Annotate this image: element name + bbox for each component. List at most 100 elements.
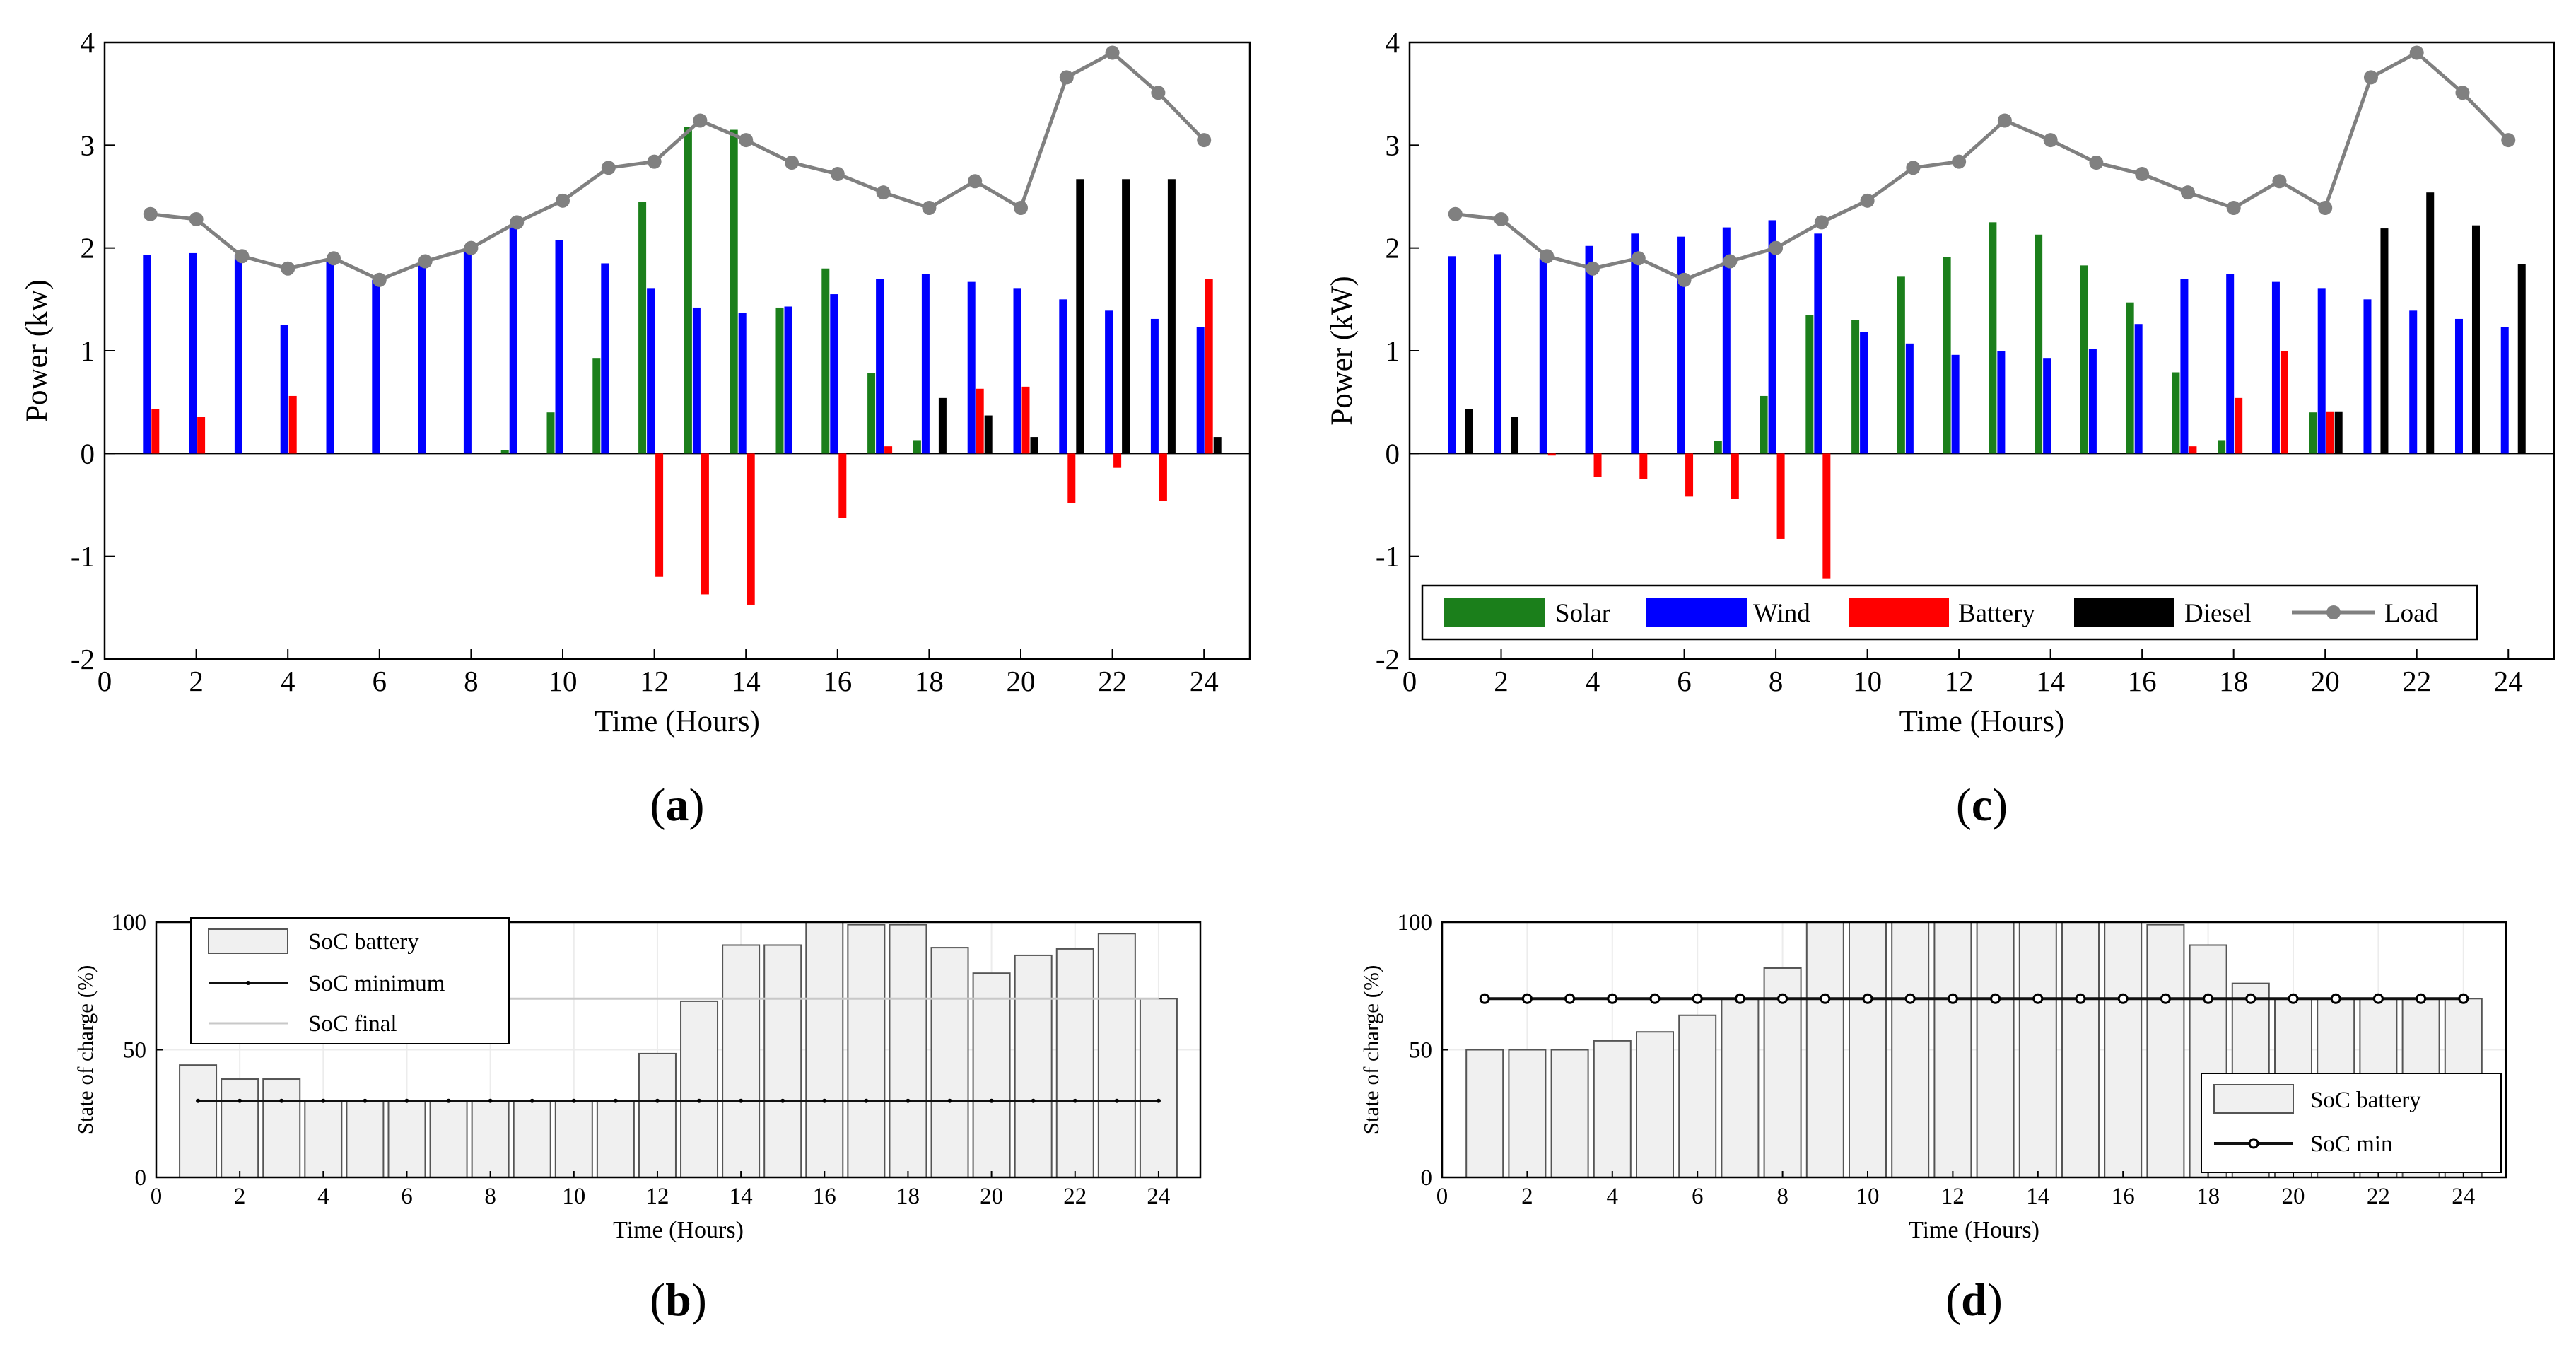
soc-min-point-h23	[1114, 1098, 1119, 1103]
bar-battery-h7	[1731, 453, 1739, 499]
bar-soc-h11	[596, 1100, 635, 1178]
load-point-h1	[143, 206, 158, 221]
y-tick-label-3: 3	[81, 129, 95, 161]
bar-diesel-h22	[2426, 192, 2435, 454]
load-point-h18	[2226, 200, 2241, 215]
bar-solar-h11	[1897, 276, 1905, 454]
bar-battery-h19	[976, 388, 984, 454]
bar-diesel-h2	[1511, 417, 1519, 454]
legend-label-soc-final: SoC final	[308, 1011, 397, 1037]
load-point-h6	[372, 272, 387, 287]
load-point-h9	[1814, 215, 1829, 230]
panel-label-open: (	[650, 1274, 665, 1326]
x-tick-label-22: 22	[2402, 665, 2431, 697]
load-point-h2	[1494, 211, 1509, 226]
soc-min-point-h22	[1072, 1098, 1077, 1103]
load-point-h15	[785, 156, 799, 170]
bar-solar-h18	[2218, 440, 2226, 454]
load-point-h24	[1197, 133, 1212, 148]
bar-battery-h14	[747, 453, 755, 605]
load-point-h1	[1448, 206, 1463, 221]
load-point-h12	[1952, 154, 1967, 169]
bar-diesel-h23	[1167, 179, 1176, 454]
x-tick-label-24: 24	[2452, 1184, 2475, 1209]
bar-battery-h19	[2280, 351, 2288, 454]
bar-soc-h22	[1055, 948, 1094, 1179]
bar-battery-h22	[1113, 453, 1122, 468]
legend-swatch-wind	[1646, 598, 1747, 627]
bar-wind-h4	[1585, 245, 1593, 454]
bar-wind-h22	[1105, 310, 1113, 454]
bar-soc-h2	[221, 1078, 259, 1179]
x-tick-label-4: 4	[1586, 665, 1600, 697]
x-tick-label-20: 20	[980, 1184, 1003, 1209]
load-point-h13	[693, 113, 708, 128]
legend-label-wind: Wind	[1753, 599, 1810, 628]
soc-min-point-h16	[2117, 993, 2129, 1004]
bar-soc-h15	[2061, 921, 2100, 1178]
soc-min-point-h14	[2032, 993, 2044, 1004]
soc-min-point-h10	[1862, 993, 1873, 1004]
bar-soc-h6	[387, 1100, 426, 1178]
x-tick-label-14: 14	[732, 665, 761, 697]
bar-soc-h9	[513, 1100, 551, 1178]
bar-soc-h13	[1976, 921, 2015, 1178]
y-tick-label-1: 1	[81, 334, 95, 367]
y-tick-label-2: 2	[81, 232, 95, 264]
x-axis-label: Time (Hours)	[595, 705, 760, 738]
soc-min-point-h11	[613, 1098, 618, 1103]
bar-wind-h22	[2409, 310, 2418, 454]
x-tick-label-22: 22	[1098, 665, 1127, 697]
x-tick-label-2: 2	[234, 1184, 246, 1209]
y-axis-label: State of charge (%)	[73, 965, 98, 1135]
x-tick-label-4: 4	[281, 665, 295, 697]
legend-c: Solar Wind Battery Diesel Load	[1421, 584, 2478, 641]
y-tick-label-4: 4	[1386, 26, 1400, 59]
bar-wind-h9	[509, 227, 517, 454]
bar-wind-h11	[1905, 343, 1914, 454]
bar-soc-h7	[1721, 998, 1760, 1179]
soc-min-point-h7	[446, 1098, 451, 1103]
bar-solar-h14	[2035, 234, 2043, 454]
bar-wind-h6	[1677, 236, 1685, 454]
bar-wind-h9	[1814, 233, 1822, 454]
bar-diesel-h21	[1076, 179, 1084, 454]
panel-label-letter: c	[1972, 779, 1992, 831]
soc-min-point-h24	[2458, 993, 2469, 1004]
bar-solar-h13	[684, 127, 692, 454]
x-tick-label-16: 16	[2112, 1184, 2135, 1209]
soc-min-point-h2	[238, 1098, 242, 1103]
x-tick-label-0: 0	[1403, 665, 1417, 697]
soc-min-point-h19	[2245, 993, 2256, 1004]
x-tick-label-16: 16	[823, 665, 852, 697]
x-tick-label-6: 6	[1677, 665, 1692, 697]
x-tick-label-8: 8	[464, 665, 479, 697]
soc-min-point-h4	[321, 1098, 326, 1103]
bar-wind-h8	[1768, 220, 1776, 454]
legend-load-marker	[2326, 605, 2341, 619]
bar-solar-h12	[1943, 257, 1951, 454]
soc-min-point-h21	[1031, 1098, 1036, 1103]
load-point-h13	[1997, 113, 2012, 128]
legend-swatch-battery	[1849, 598, 1949, 627]
bar-solar-h12	[638, 202, 647, 454]
bar-soc-h8	[471, 1100, 510, 1178]
load-line	[1455, 50, 2510, 282]
bar-soc-h17	[2146, 924, 2185, 1178]
soc-min-point-h9	[1820, 993, 1831, 1004]
bar-wind-h19	[967, 281, 976, 454]
soc-min-point-h15	[2075, 993, 2086, 1004]
soc-min-point-h22	[2372, 993, 2384, 1004]
bar-wind-h14	[2043, 358, 2051, 454]
bar-battery-h4	[288, 395, 297, 454]
x-tick-label-16: 16	[813, 1184, 836, 1209]
y-tick-label-1: 1	[1386, 334, 1400, 367]
load-point-h6	[1677, 272, 1692, 287]
bar-soc-h4	[1593, 1040, 1632, 1178]
y-tick-label-0: 0	[1421, 1165, 1433, 1191]
bar-battery-h13	[701, 453, 709, 595]
bar-wind-h4	[280, 325, 288, 454]
panel-label-letter: d	[1961, 1274, 1987, 1326]
y-axis-label: State of charge (%)	[1359, 965, 1383, 1135]
